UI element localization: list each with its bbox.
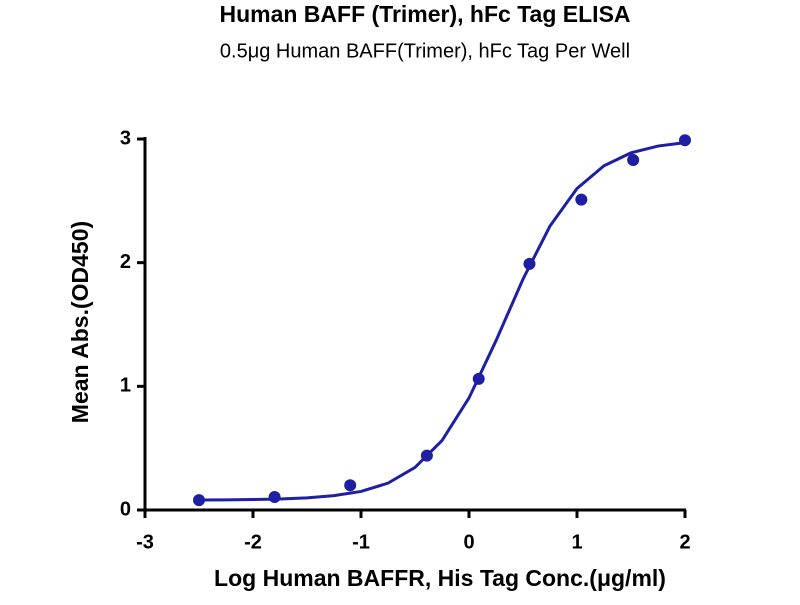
y-axis-label: Mean Abs.(OD450) xyxy=(67,221,93,423)
x-tick-label: 2 xyxy=(679,531,690,553)
data-point xyxy=(420,449,433,462)
x-tick-label: -3 xyxy=(136,531,154,553)
x-tick-label: -1 xyxy=(352,531,370,553)
x-tick-label: 0 xyxy=(463,531,474,553)
y-tick-label: 3 xyxy=(120,127,131,149)
chart-title: Human BAFF (Trimer), hFc Tag ELISA xyxy=(219,1,630,27)
data-point xyxy=(472,372,485,385)
data-point xyxy=(575,193,588,206)
x-tick-label: -2 xyxy=(244,531,262,553)
data-point xyxy=(268,491,281,504)
chart-subtitle: 0.5μg Human BAFF(Trimer), hFc Tag Per We… xyxy=(220,40,630,62)
x-axis-label: Log Human BAFFR, His Tag Conc.(μg/ml) xyxy=(214,565,666,591)
x-tick-label: 1 xyxy=(571,531,582,553)
data-point xyxy=(523,257,536,270)
data-point xyxy=(627,154,640,167)
data-point xyxy=(193,494,205,507)
fit-curve xyxy=(198,141,686,502)
y-tick-label: 2 xyxy=(120,251,131,273)
y-tick-label: 0 xyxy=(120,498,131,520)
data-point xyxy=(679,134,691,147)
y-tick-label: 1 xyxy=(120,375,131,397)
data-point xyxy=(344,479,357,492)
